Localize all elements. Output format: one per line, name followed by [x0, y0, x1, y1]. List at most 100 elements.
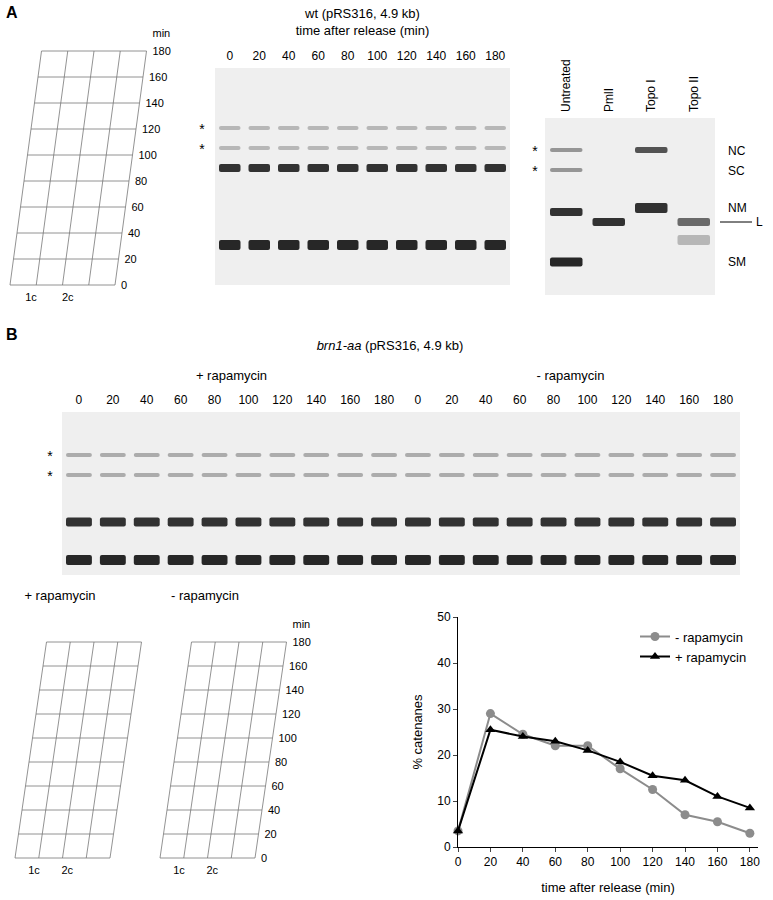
svg-text:*: * [532, 163, 538, 179]
svg-text:160: 160 [289, 660, 307, 672]
svg-text:40: 40 [516, 855, 530, 869]
svg-text:80: 80 [581, 855, 595, 869]
svg-text:160: 160 [340, 393, 360, 407]
svg-text:180: 180 [713, 393, 733, 407]
svg-text:180: 180 [153, 45, 171, 57]
svg-text:160: 160 [707, 855, 727, 869]
svg-text:Untreated: Untreated [559, 59, 573, 112]
svg-text:1c: 1c [25, 291, 37, 303]
svg-text:40: 40 [479, 393, 493, 407]
svg-text:80: 80 [547, 393, 561, 407]
svg-text:100: 100 [238, 393, 258, 407]
svg-text:- rapamycin: - rapamycin [171, 588, 239, 603]
svg-text:10: 10 [437, 794, 451, 808]
svg-text:20: 20 [106, 393, 120, 407]
svg-text:1c: 1c [28, 864, 40, 876]
svg-text:60: 60 [272, 780, 284, 792]
svg-text:min: min [293, 618, 311, 630]
svg-text:+ rapamycin: + rapamycin [675, 650, 746, 665]
svg-text:60: 60 [132, 201, 144, 213]
svg-text:100: 100 [139, 149, 157, 161]
svg-text:% catenanes: % catenanes [410, 694, 425, 770]
svg-text:80: 80 [275, 756, 287, 768]
svg-text:PmlI: PmlI [602, 88, 616, 112]
svg-text:brn1-aa (pRS316, 4.9 kb): brn1-aa (pRS316, 4.9 kb) [317, 338, 464, 353]
svg-text:*: * [532, 143, 538, 159]
svg-text:180: 180 [740, 855, 760, 869]
svg-text:2c: 2c [61, 864, 73, 876]
svg-text:20: 20 [445, 393, 459, 407]
svg-text:140: 140 [645, 393, 665, 407]
svg-text:140: 140 [306, 393, 326, 407]
svg-text:A: A [6, 4, 18, 21]
svg-text:NM: NM [728, 201, 747, 215]
svg-text:100: 100 [367, 49, 387, 63]
svg-text:160: 160 [456, 49, 476, 63]
svg-text:120: 120 [643, 855, 663, 869]
svg-text:60: 60 [312, 49, 326, 63]
svg-text:0: 0 [121, 279, 127, 291]
svg-text:0: 0 [261, 852, 267, 864]
svg-text:20: 20 [253, 49, 267, 63]
svg-text:100: 100 [279, 732, 297, 744]
svg-text:- rapamycin: - rapamycin [537, 368, 605, 383]
svg-text:Topo II: Topo II [687, 76, 701, 112]
svg-text:NC: NC [728, 144, 746, 158]
svg-text:160: 160 [679, 393, 699, 407]
svg-text:SC: SC [728, 164, 745, 178]
svg-text:20: 20 [265, 828, 277, 840]
svg-text:80: 80 [208, 393, 222, 407]
svg-text:140: 140 [426, 49, 446, 63]
svg-text:140: 140 [675, 855, 695, 869]
svg-text:140: 140 [286, 684, 304, 696]
svg-text:0: 0 [415, 393, 422, 407]
svg-text:140: 140 [146, 97, 164, 109]
svg-text:1c: 1c [173, 864, 185, 876]
svg-text:20: 20 [437, 748, 451, 762]
svg-text:*: * [199, 141, 205, 157]
svg-text:20: 20 [484, 855, 498, 869]
svg-text:*: * [47, 468, 53, 484]
svg-text:30: 30 [437, 702, 451, 716]
svg-text:80: 80 [135, 175, 147, 187]
svg-text:60: 60 [549, 855, 563, 869]
svg-text:40: 40 [268, 804, 280, 816]
svg-text:L: L [756, 215, 763, 229]
svg-text:time after release (min): time after release (min) [296, 23, 430, 38]
svg-text:0: 0 [455, 855, 462, 869]
svg-text:180: 180 [293, 636, 311, 648]
svg-text:0: 0 [444, 840, 451, 854]
svg-text:50: 50 [437, 610, 451, 624]
svg-text:180: 180 [485, 49, 505, 63]
svg-text:60: 60 [174, 393, 188, 407]
svg-text:0: 0 [76, 393, 83, 407]
svg-text:180: 180 [374, 393, 394, 407]
svg-text:20: 20 [125, 253, 137, 265]
svg-text:2c: 2c [62, 291, 74, 303]
svg-text:80: 80 [341, 49, 355, 63]
svg-text:120: 120 [611, 393, 631, 407]
svg-text:120: 120 [142, 123, 160, 135]
svg-text:time after release (min): time after release (min) [541, 880, 675, 895]
svg-text:+ rapamycin: + rapamycin [196, 368, 267, 383]
svg-text:2c: 2c [206, 864, 218, 876]
svg-text:40: 40 [437, 656, 451, 670]
svg-text:120: 120 [272, 393, 292, 407]
svg-text:100: 100 [577, 393, 597, 407]
svg-text:+ rapamycin: + rapamycin [24, 588, 95, 603]
svg-text:Topo I: Topo I [644, 79, 658, 112]
svg-text:0: 0 [226, 49, 233, 63]
svg-text:- rapamycin: - rapamycin [675, 630, 743, 645]
svg-text:100: 100 [610, 855, 630, 869]
svg-text:40: 40 [140, 393, 154, 407]
svg-text:40: 40 [282, 49, 296, 63]
svg-text:SM: SM [728, 255, 746, 269]
svg-text:B: B [6, 326, 18, 343]
svg-text:60: 60 [513, 393, 527, 407]
svg-text:160: 160 [149, 71, 167, 83]
svg-text:min: min [153, 27, 171, 39]
svg-text:120: 120 [282, 708, 300, 720]
svg-text:wt (pRS316, 4.9 kb): wt (pRS316, 4.9 kb) [304, 6, 420, 21]
svg-text:*: * [199, 121, 205, 137]
svg-text:40: 40 [128, 227, 140, 239]
